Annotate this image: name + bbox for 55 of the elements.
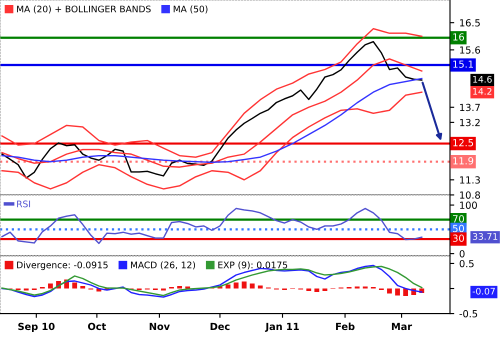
y-tick-label: 13.2 (460, 118, 480, 126)
bar (322, 288, 328, 292)
bar (403, 288, 408, 296)
text: -0.07 (472, 288, 495, 295)
ref-line-label: 15.1 (453, 60, 473, 68)
legend-label: EXP (9): 0.0175 (218, 261, 288, 270)
y-tick-label: 100 (460, 202, 477, 209)
text: 33.71 (472, 233, 498, 240)
line-series (1, 91, 422, 190)
x-tick-label: Nov (150, 322, 170, 330)
y-tick-label: 16.5 (460, 19, 480, 26)
x-tick-label: Sep 10 (18, 322, 55, 332)
bar (395, 288, 400, 296)
bar (48, 284, 53, 289)
bar (250, 284, 255, 289)
bar (72, 282, 78, 289)
x-tick-label: Feb (336, 322, 355, 330)
legend-label: MA (20) + BOLLINGER BANDS (17, 5, 151, 14)
bar (80, 286, 86, 289)
ref-line-label: 12.5 (453, 139, 474, 146)
ref-line-label: 11.9 (453, 157, 474, 165)
x-tick-label: Oct (88, 322, 106, 330)
bar (177, 286, 182, 289)
ref-line-label: 50 (453, 224, 464, 232)
bar (387, 288, 392, 294)
line-series (1, 28, 422, 158)
y-tick-label: 13.7 (460, 104, 480, 112)
line-series (1, 78, 422, 163)
x-tick-label: Dec (210, 322, 230, 330)
ref-line-label: 16 (453, 33, 464, 41)
y-tick-label: 10.8 (460, 191, 480, 199)
y-tick-label: 11.3 (460, 176, 480, 184)
bar (234, 282, 239, 289)
y-tick-label: 0.5 (460, 260, 474, 268)
line-series (1, 208, 422, 244)
legend-label: MACD (26, 12) (130, 261, 196, 270)
text: 14.6 (473, 76, 492, 83)
x-tick-label: Mar (392, 322, 412, 330)
y-tick-label: 15.6 (460, 46, 480, 54)
bar (226, 284, 230, 289)
y-tick-label: -0.5 (460, 310, 478, 318)
x-tick-label: Jan 11 (264, 322, 299, 332)
ref-line-label: 70 (453, 215, 464, 222)
legend-label: Divergence: -0.0915 (17, 261, 108, 270)
legend-label: RSI (17, 200, 30, 208)
bar (258, 286, 263, 289)
bar (242, 282, 247, 289)
text: 14.2 (473, 88, 492, 95)
legend-label: MA (50) (174, 5, 208, 14)
ref-line-label: 30 (452, 234, 464, 242)
bar (306, 288, 312, 292)
line-series (1, 58, 422, 168)
bar (314, 288, 320, 292)
y-tick-label: 0 (460, 250, 465, 258)
line-series (1, 41, 422, 179)
